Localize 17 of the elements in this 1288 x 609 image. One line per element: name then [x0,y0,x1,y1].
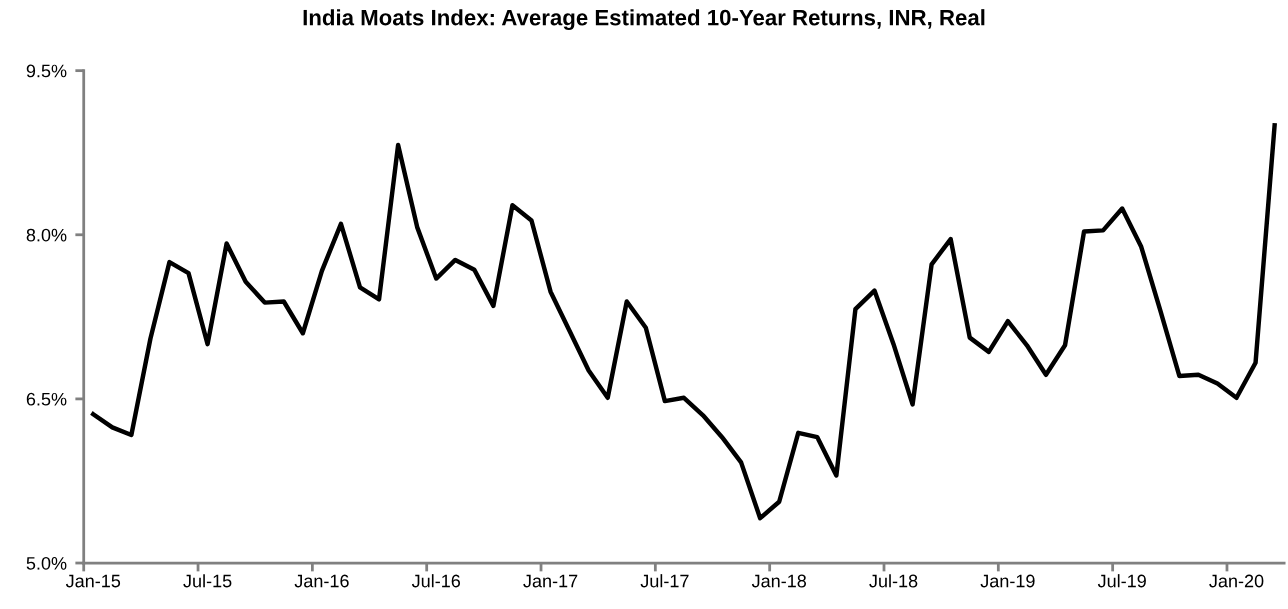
x-tick-label: Jul-19 [1097,574,1146,588]
x-tick-label: Jul-16 [411,574,461,588]
x-tick-label: Jul-17 [640,574,689,588]
x-tick-label: Jan-20 [1209,574,1264,588]
x-tick-label: Jul-15 [183,574,232,588]
x-tick-label: Jul-18 [869,574,918,588]
chart-title: India Moats Index: Average Estimated 10-Year Returns, INR, Real [303,9,985,30]
x-tick-label: Jan-15 [65,574,121,588]
x-tick-label: Jan-19 [980,574,1035,588]
line-series [91,123,1277,521]
x-tick-label: Jan-18 [751,574,807,588]
y-tick-label: 6.5% [26,392,67,406]
y-tick-label: 5.0% [26,556,67,570]
y-tick-label: 8.0% [26,228,67,242]
y-tick-label: 9.5% [26,64,67,78]
x-tick-label: Jan-16 [294,574,349,588]
x-tick-label: Jan-17 [523,574,578,588]
